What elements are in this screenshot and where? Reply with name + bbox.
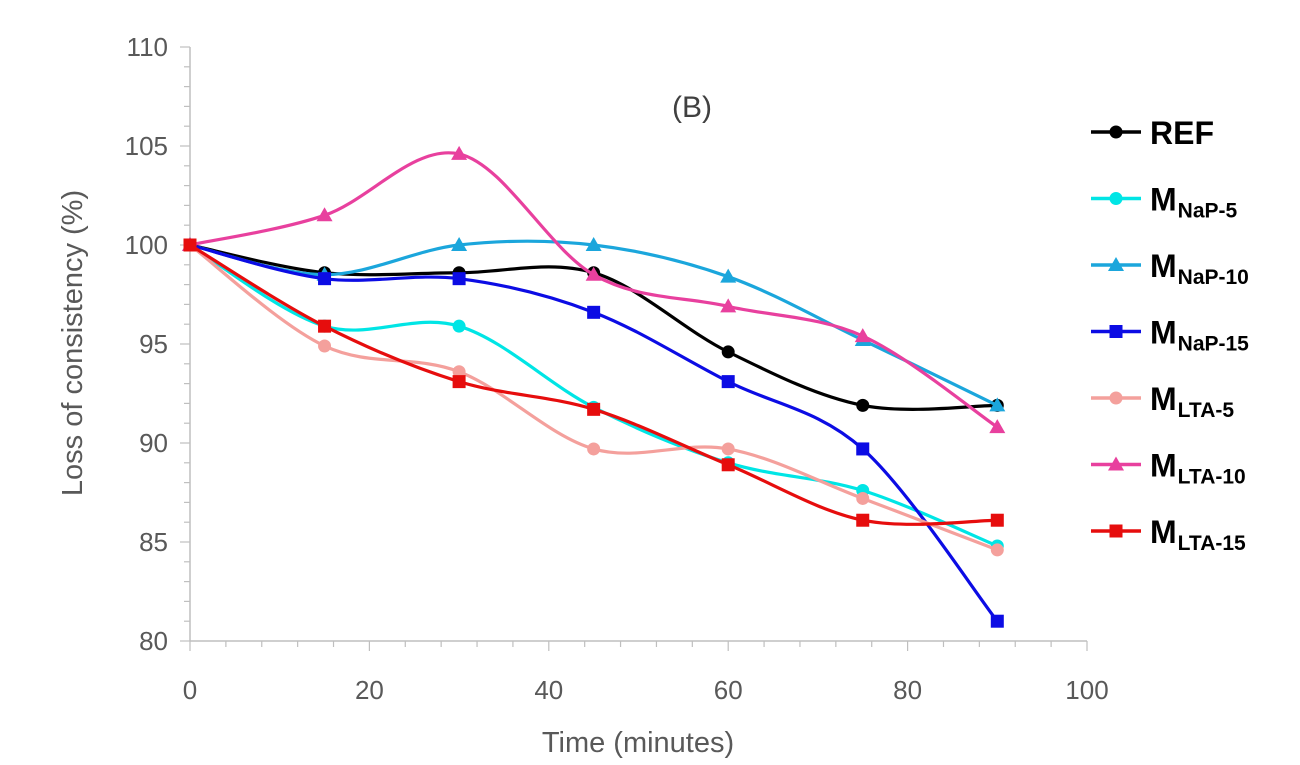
data-point (585, 266, 602, 281)
legend-item-m-nap-15: M NaP-15 (1091, 315, 1249, 356)
x-tick-label: 40 (534, 675, 563, 705)
legend-item-m-lta-5: M LTA-5 (1091, 381, 1234, 422)
legend-item-m-lta-15: M LTA-15 (1091, 514, 1246, 555)
legend-marker-triangle (1108, 456, 1124, 471)
legend-item-m-nap-10: M NaP-10 (1091, 248, 1249, 289)
series-ref (183, 238, 1004, 412)
series-line-m-nap-10 (189, 239, 998, 407)
legend-marker-circle (1109, 391, 1123, 405)
legend-label: M (1150, 514, 1177, 550)
data-point (452, 319, 466, 333)
data-point (587, 402, 601, 416)
legend-marker-circle (1109, 125, 1123, 139)
x-tick-label: 20 (355, 675, 384, 705)
y-tick-label: 85 (139, 527, 168, 557)
data-point (318, 319, 332, 333)
y-tick-label: 90 (139, 428, 168, 458)
x-tick-label: 60 (714, 675, 743, 705)
series-m-lta-5 (183, 238, 1004, 557)
legend-label: M (1150, 248, 1177, 284)
data-point (990, 543, 1004, 557)
y-axis-title: Loss of consistency (%) (57, 190, 89, 496)
legend-marker-square (1109, 524, 1123, 538)
series-line-m-lta-15 (189, 243, 998, 526)
legend-label: M (1150, 315, 1177, 351)
data-point (989, 397, 1006, 412)
legend-marker-square (1109, 325, 1123, 338)
data-point (854, 328, 871, 343)
legend-label: REF (1150, 115, 1214, 151)
data-point (989, 419, 1006, 434)
data-point (990, 513, 1004, 527)
data-point (990, 614, 1004, 628)
series-line-m-lta-10 (189, 151, 999, 429)
legend-label-subscript: NaP-15 (1178, 333, 1250, 356)
series-m-nap-10 (182, 237, 1006, 412)
data-point (452, 375, 466, 389)
legend-label: M (1150, 182, 1177, 218)
legend-item-m-nap-5: M NaP-5 (1091, 182, 1238, 223)
data-point (451, 145, 468, 160)
legend-label-subscript: NaP-10 (1178, 266, 1249, 289)
data-point (451, 237, 468, 251)
x-tick-label: 80 (893, 675, 922, 705)
data-point (721, 345, 735, 359)
legend-item-m-lta-10: M LTA-10 (1091, 448, 1246, 489)
legend-item-ref: REF (1091, 115, 1214, 151)
x-tick-label: 0 (183, 675, 197, 705)
y-tick-label: 80 (139, 626, 168, 656)
data-point (452, 272, 466, 286)
data-point (856, 491, 870, 505)
plot-area (182, 145, 1006, 628)
legend-label-subscript: LTA-15 (1178, 532, 1246, 555)
data-point (720, 268, 737, 283)
data-point (318, 272, 332, 286)
series-line-m-nap-5 (189, 243, 998, 548)
axes: 0 20 40 60 80 100 80 85 90 95 100 105 110 (125, 32, 1109, 705)
data-point (318, 339, 332, 353)
legend-label: M (1150, 381, 1177, 417)
data-point (856, 442, 870, 456)
data-point (452, 365, 466, 379)
legend-label-subscript: LTA-10 (1178, 466, 1246, 489)
data-point (183, 238, 197, 252)
legend-marker-circle (1109, 192, 1123, 205)
data-point (587, 442, 601, 456)
data-point (720, 298, 737, 313)
x-axis-title: Time (minutes) (542, 727, 734, 759)
y-tick-label: 100 (125, 230, 168, 260)
y-tick-label: 95 (139, 329, 168, 359)
data-point (721, 458, 735, 472)
data-point (856, 398, 870, 412)
data-point (585, 237, 602, 251)
legend-label: M (1150, 448, 1177, 484)
data-point (721, 442, 735, 456)
chart-annotation: (B) (672, 91, 712, 124)
series-line-m-lta-5 (189, 243, 998, 552)
y-tick-label: 110 (127, 32, 168, 62)
legend-label-subscript: LTA-5 (1178, 399, 1235, 422)
data-point (587, 305, 601, 319)
x-tick-label: 100 (1065, 675, 1108, 705)
data-point (856, 513, 870, 527)
series-m-lta-15 (183, 238, 1004, 527)
series-line-m-nap-15 (189, 243, 999, 623)
y-tick-label: 105 (125, 131, 168, 161)
data-point (316, 207, 333, 222)
series-m-lta-10 (182, 145, 1006, 434)
series-m-nap-15 (183, 238, 1004, 628)
legend-label-subscript: NaP-5 (1178, 200, 1238, 223)
legend-marker-triangle (1108, 257, 1124, 271)
data-point (721, 375, 735, 389)
